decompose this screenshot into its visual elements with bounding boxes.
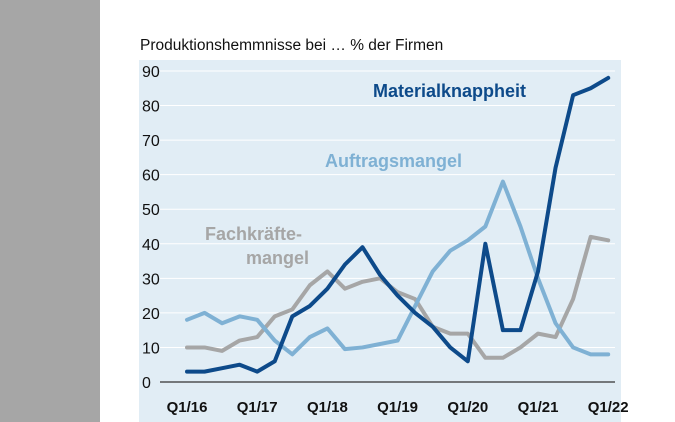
y-tick-label: 60 bbox=[142, 168, 160, 185]
left-sidebar-band bbox=[0, 0, 100, 422]
x-tick-label: Q1/18 bbox=[307, 399, 348, 416]
x-tick-label: Q1/21 bbox=[518, 399, 559, 416]
series-label-auftragsmangel: Auftragsmangel bbox=[325, 151, 462, 171]
y-tick-label: 50 bbox=[142, 202, 160, 219]
y-tick-label: 90 bbox=[142, 64, 160, 81]
y-tick-label: 80 bbox=[142, 99, 160, 116]
plot-background bbox=[139, 60, 621, 422]
x-tick-label: Q1/20 bbox=[447, 399, 488, 416]
y-tick-label: 70 bbox=[142, 133, 160, 150]
series-label-fachkraeftemangel-line1: Fachkräfte- bbox=[205, 224, 302, 244]
series-label-materialknappheit: Materialknappheit bbox=[373, 81, 526, 101]
x-tick-label: Q1/22 bbox=[588, 399, 629, 416]
x-tick-label: Q1/16 bbox=[167, 399, 208, 416]
series-label-fachkraeftemangel-line2: mangel bbox=[246, 248, 309, 268]
y-tick-label: 40 bbox=[142, 237, 160, 254]
y-tick-label: 20 bbox=[142, 306, 160, 323]
chart-title: Produktionshemmnisse bei … % der Firmen bbox=[140, 37, 444, 54]
x-tick-label: Q1/17 bbox=[237, 399, 278, 416]
y-tick-label: 10 bbox=[142, 340, 160, 357]
y-tick-label: 0 bbox=[142, 375, 151, 392]
x-tick-label: Q1/19 bbox=[377, 399, 418, 416]
series-line-0 bbox=[185, 75, 611, 374]
series-line-2 bbox=[185, 234, 611, 360]
y-tick-label: 30 bbox=[142, 271, 160, 288]
